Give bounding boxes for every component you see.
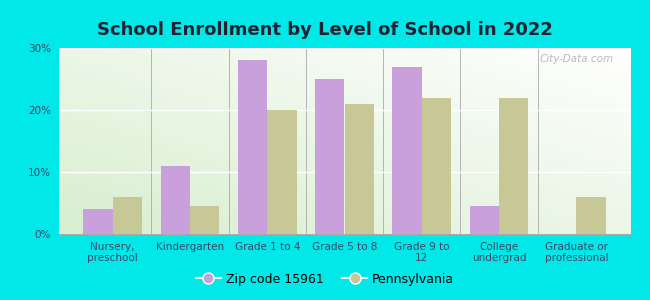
- Bar: [83, 209, 112, 234]
- Bar: [470, 206, 499, 234]
- Bar: [267, 110, 296, 234]
- Text: School Enrollment by Level of School in 2022: School Enrollment by Level of School in …: [97, 21, 553, 39]
- Bar: [190, 206, 219, 234]
- Bar: [315, 79, 344, 234]
- Bar: [499, 98, 528, 234]
- Bar: [161, 166, 190, 234]
- Text: City-Data.com: City-Data.com: [540, 54, 614, 64]
- Bar: [238, 60, 267, 234]
- Bar: [393, 67, 422, 234]
- Bar: [344, 104, 374, 234]
- Bar: [422, 98, 451, 234]
- Bar: [112, 197, 142, 234]
- Bar: [577, 197, 606, 234]
- Legend: Zip code 15961, Pennsylvania: Zip code 15961, Pennsylvania: [190, 268, 460, 291]
